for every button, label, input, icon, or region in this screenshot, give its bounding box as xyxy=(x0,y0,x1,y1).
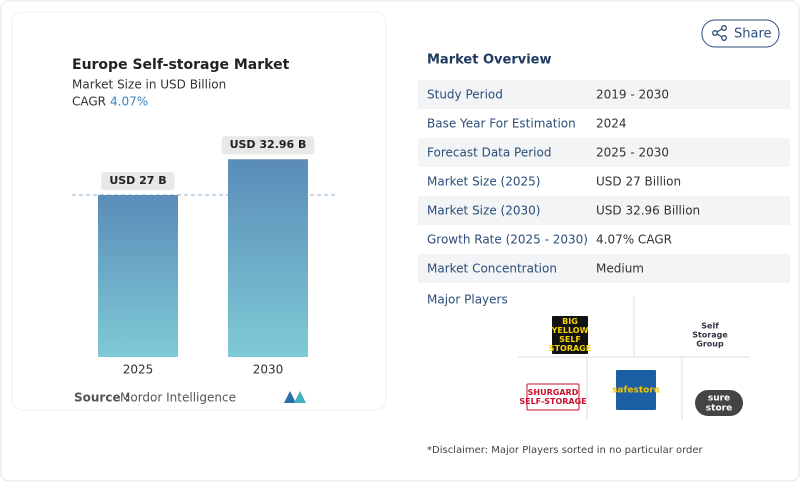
player-name: Self xyxy=(701,322,719,331)
player-name: BIG xyxy=(562,317,578,326)
value-label: USD 27 B xyxy=(109,174,166,187)
row-label: Market Size (2025) xyxy=(427,175,540,189)
chart-subtitle: Market Size in USD Billion xyxy=(72,78,226,92)
row-label: Base Year For Estimation xyxy=(427,117,576,131)
row-label: Growth Rate (2025 - 2030) xyxy=(427,233,588,247)
value-label: USD 32.96 B xyxy=(230,138,307,151)
player-name: Group xyxy=(696,340,724,349)
player-name: store xyxy=(706,404,732,414)
share-label[interactable]: Share xyxy=(734,27,772,42)
x-tick-label: 2030 xyxy=(253,363,284,377)
row-value: Medium xyxy=(596,262,644,276)
row-value: 4.07% CAGR xyxy=(596,233,672,247)
x-tick-label: 2025 xyxy=(123,363,154,377)
cagr-value: 4.07% xyxy=(110,95,148,109)
player-logo xyxy=(695,390,743,416)
player-name: SELF xyxy=(559,335,581,344)
value-label-bg xyxy=(221,136,315,155)
share-button[interactable] xyxy=(701,19,780,48)
player-name: sure xyxy=(708,394,730,404)
row-bg xyxy=(418,80,790,109)
row-bg xyxy=(418,138,790,167)
cagr-label: CAGR xyxy=(72,95,106,109)
row-label: Market Concentration xyxy=(427,262,557,276)
bar xyxy=(228,159,308,357)
overview-title: Market Overview xyxy=(427,53,551,68)
row-label: Forecast Data Period xyxy=(427,146,551,160)
share-icon xyxy=(712,25,727,41)
brand-logo xyxy=(284,391,306,403)
chart-title: Europe Self-storage Market xyxy=(72,57,290,73)
player-name: YELLOW xyxy=(551,326,589,335)
row-bg xyxy=(418,254,790,283)
row-label: Market Size (2030) xyxy=(427,204,540,218)
bar xyxy=(98,195,178,357)
row-value: 2024 xyxy=(596,117,627,131)
players-grid xyxy=(518,296,750,420)
value-label-bg xyxy=(101,172,175,190)
row-value: USD 27 Billion xyxy=(596,175,681,189)
player-name: SELF-STORAGE xyxy=(519,397,586,406)
player-logo xyxy=(616,370,656,410)
players-title: Major Players xyxy=(427,293,508,307)
disclaimer: *Disclaimer: Major Players sorted in no … xyxy=(427,445,704,456)
player-name: safestore xyxy=(612,386,660,396)
player-name: SHURGARD xyxy=(528,388,579,397)
row-label: Study Period xyxy=(427,88,503,102)
source-label: Source : xyxy=(74,391,130,405)
row-bg xyxy=(418,196,790,225)
player-logo xyxy=(552,316,588,354)
player-name: Storage xyxy=(692,331,728,340)
player-name: STORAGE xyxy=(549,344,591,353)
row-value: 2025 - 2030 xyxy=(596,146,669,160)
player-logo xyxy=(526,383,580,411)
source: Mordor Intelligence xyxy=(120,391,236,405)
row-value: 2019 - 2030 xyxy=(596,88,669,102)
row-value: USD 32.96 Billion xyxy=(596,204,700,218)
